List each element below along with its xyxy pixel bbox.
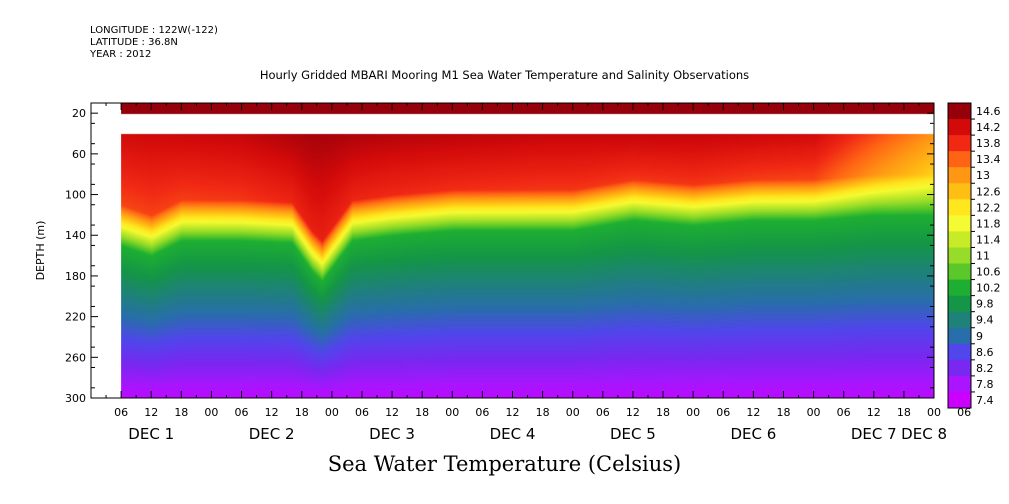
x-hour-label: 18 <box>897 406 911 419</box>
colorbar-swatch <box>948 151 971 168</box>
x-hour-label: 18 <box>536 406 550 419</box>
colorbar-swatch <box>948 375 971 393</box>
longitude-label: LONGITUDE : 122W(-122) <box>90 25 218 36</box>
colorbar-swatch <box>948 135 971 152</box>
colorbar-swatch <box>948 199 971 216</box>
x-hour-label: 06 <box>596 406 610 419</box>
chart-title: Hourly Gridded MBARI Mooring M1 Sea Wate… <box>259 68 750 82</box>
y-tick-label: 20 <box>72 107 86 120</box>
x-axis-label: Sea Water Temperature (Celsius) <box>327 452 682 476</box>
x-hour-label: 12 <box>626 406 640 419</box>
x-hour-label: 06 <box>837 406 851 419</box>
colorbar-label: 14.2 <box>976 121 1001 134</box>
x-hour-label: 00 <box>686 406 700 419</box>
colorbar-swatch <box>948 183 971 200</box>
colorbar-label: 9 <box>976 330 983 343</box>
latitude-label: LATITUDE : 36.8N <box>90 37 178 48</box>
y-axis-label: DEPTH (m) <box>34 221 47 281</box>
colorbar-swatch <box>948 359 971 377</box>
colorbar-label: 11.8 <box>976 217 1001 230</box>
x-hour-label: 18 <box>415 406 429 419</box>
x-hour-label: 00 <box>927 406 941 419</box>
year-label: YEAR : 2012 <box>90 49 152 60</box>
colorbar-label: 9.4 <box>976 314 994 327</box>
colorbar-swatch <box>948 279 971 297</box>
x-hour-label: 12 <box>144 406 158 419</box>
colorbar-swatch <box>948 247 971 265</box>
colorbar-swatch <box>948 231 971 248</box>
colorbar-swatch <box>948 343 971 361</box>
colorbar-label: 12.2 <box>976 201 1001 214</box>
x-hour-label: 12 <box>867 406 881 419</box>
x-hour-label: 00 <box>325 406 339 419</box>
colorbar-swatch <box>948 215 971 232</box>
x-date-label: DEC 8 <box>901 425 947 443</box>
y-tick-label: 140 <box>65 229 86 242</box>
colorbar-label: 13.8 <box>976 137 1001 150</box>
x-hour-label: 18 <box>174 406 188 419</box>
x-date-label: DEC 7 <box>851 425 897 443</box>
colorbar-frame <box>947 102 972 409</box>
x-date-label: DEC 4 <box>490 425 536 443</box>
colorbar-label: 10.6 <box>976 266 1001 279</box>
y-tick-label: 300 <box>65 392 86 405</box>
x-hour-label: 12 <box>265 406 279 419</box>
colorbar-label: 11 <box>976 250 990 263</box>
colorbar-swatch <box>948 167 971 184</box>
x-date-label: DEC 5 <box>610 425 656 443</box>
x-hour-label: 06 <box>114 406 128 419</box>
colorbar-swatch <box>948 119 971 136</box>
colorbar-swatch <box>948 327 971 345</box>
x-hour-label: 00 <box>204 406 218 419</box>
x-hour-label: 18 <box>656 406 670 419</box>
x-hour-label: 00 <box>445 406 459 419</box>
y-tick-label: 260 <box>65 351 86 364</box>
colorbar-swatch <box>948 391 971 409</box>
colorbar-label: 9.8 <box>976 298 994 311</box>
colorbar-label: 12.6 <box>976 185 1001 198</box>
x-hour-label: 06 <box>716 406 730 419</box>
x-date-label: DEC 6 <box>730 425 776 443</box>
x-hour-label: 12 <box>746 406 760 419</box>
colorbar-label: 14.6 <box>976 105 1001 118</box>
colorbar-label: 8.2 <box>976 362 994 375</box>
x-date-label: DEC 1 <box>128 425 174 443</box>
y-tick-label: 100 <box>65 189 86 202</box>
colorbar-swatch <box>948 295 971 313</box>
temperature-field <box>121 103 935 398</box>
x-hour-label: 06 <box>957 406 971 419</box>
x-date-label: DEC 3 <box>369 425 415 443</box>
colorbar-label: 10.2 <box>976 282 1001 295</box>
x-hour-label: 12 <box>385 406 399 419</box>
x-hour-label: 00 <box>566 406 580 419</box>
colorbar-swatch <box>948 103 971 120</box>
colorbar-label: 7.8 <box>976 378 994 391</box>
x-hour-label: 18 <box>295 406 309 419</box>
x-hour-label: 00 <box>807 406 821 419</box>
colorbar-label: 13.4 <box>976 153 1001 166</box>
x-hour-label: 18 <box>776 406 790 419</box>
colorbar-label: 7.4 <box>976 394 994 407</box>
x-hour-label: 12 <box>506 406 520 419</box>
x-hour-label: 06 <box>355 406 369 419</box>
y-tick-label: 60 <box>72 148 86 161</box>
colorbar-label: 11.4 <box>976 233 1001 246</box>
colorbar-label: 8.6 <box>976 346 994 359</box>
y-tick-label: 220 <box>65 311 86 324</box>
y-tick-label: 180 <box>65 270 86 283</box>
colorbar-label: 13 <box>976 169 990 182</box>
x-hour-label: 06 <box>235 406 249 419</box>
colorbar-swatch <box>948 263 971 281</box>
x-hour-label: 06 <box>475 406 489 419</box>
x-date-label: DEC 2 <box>249 425 295 443</box>
colorbar-swatch <box>948 311 971 329</box>
